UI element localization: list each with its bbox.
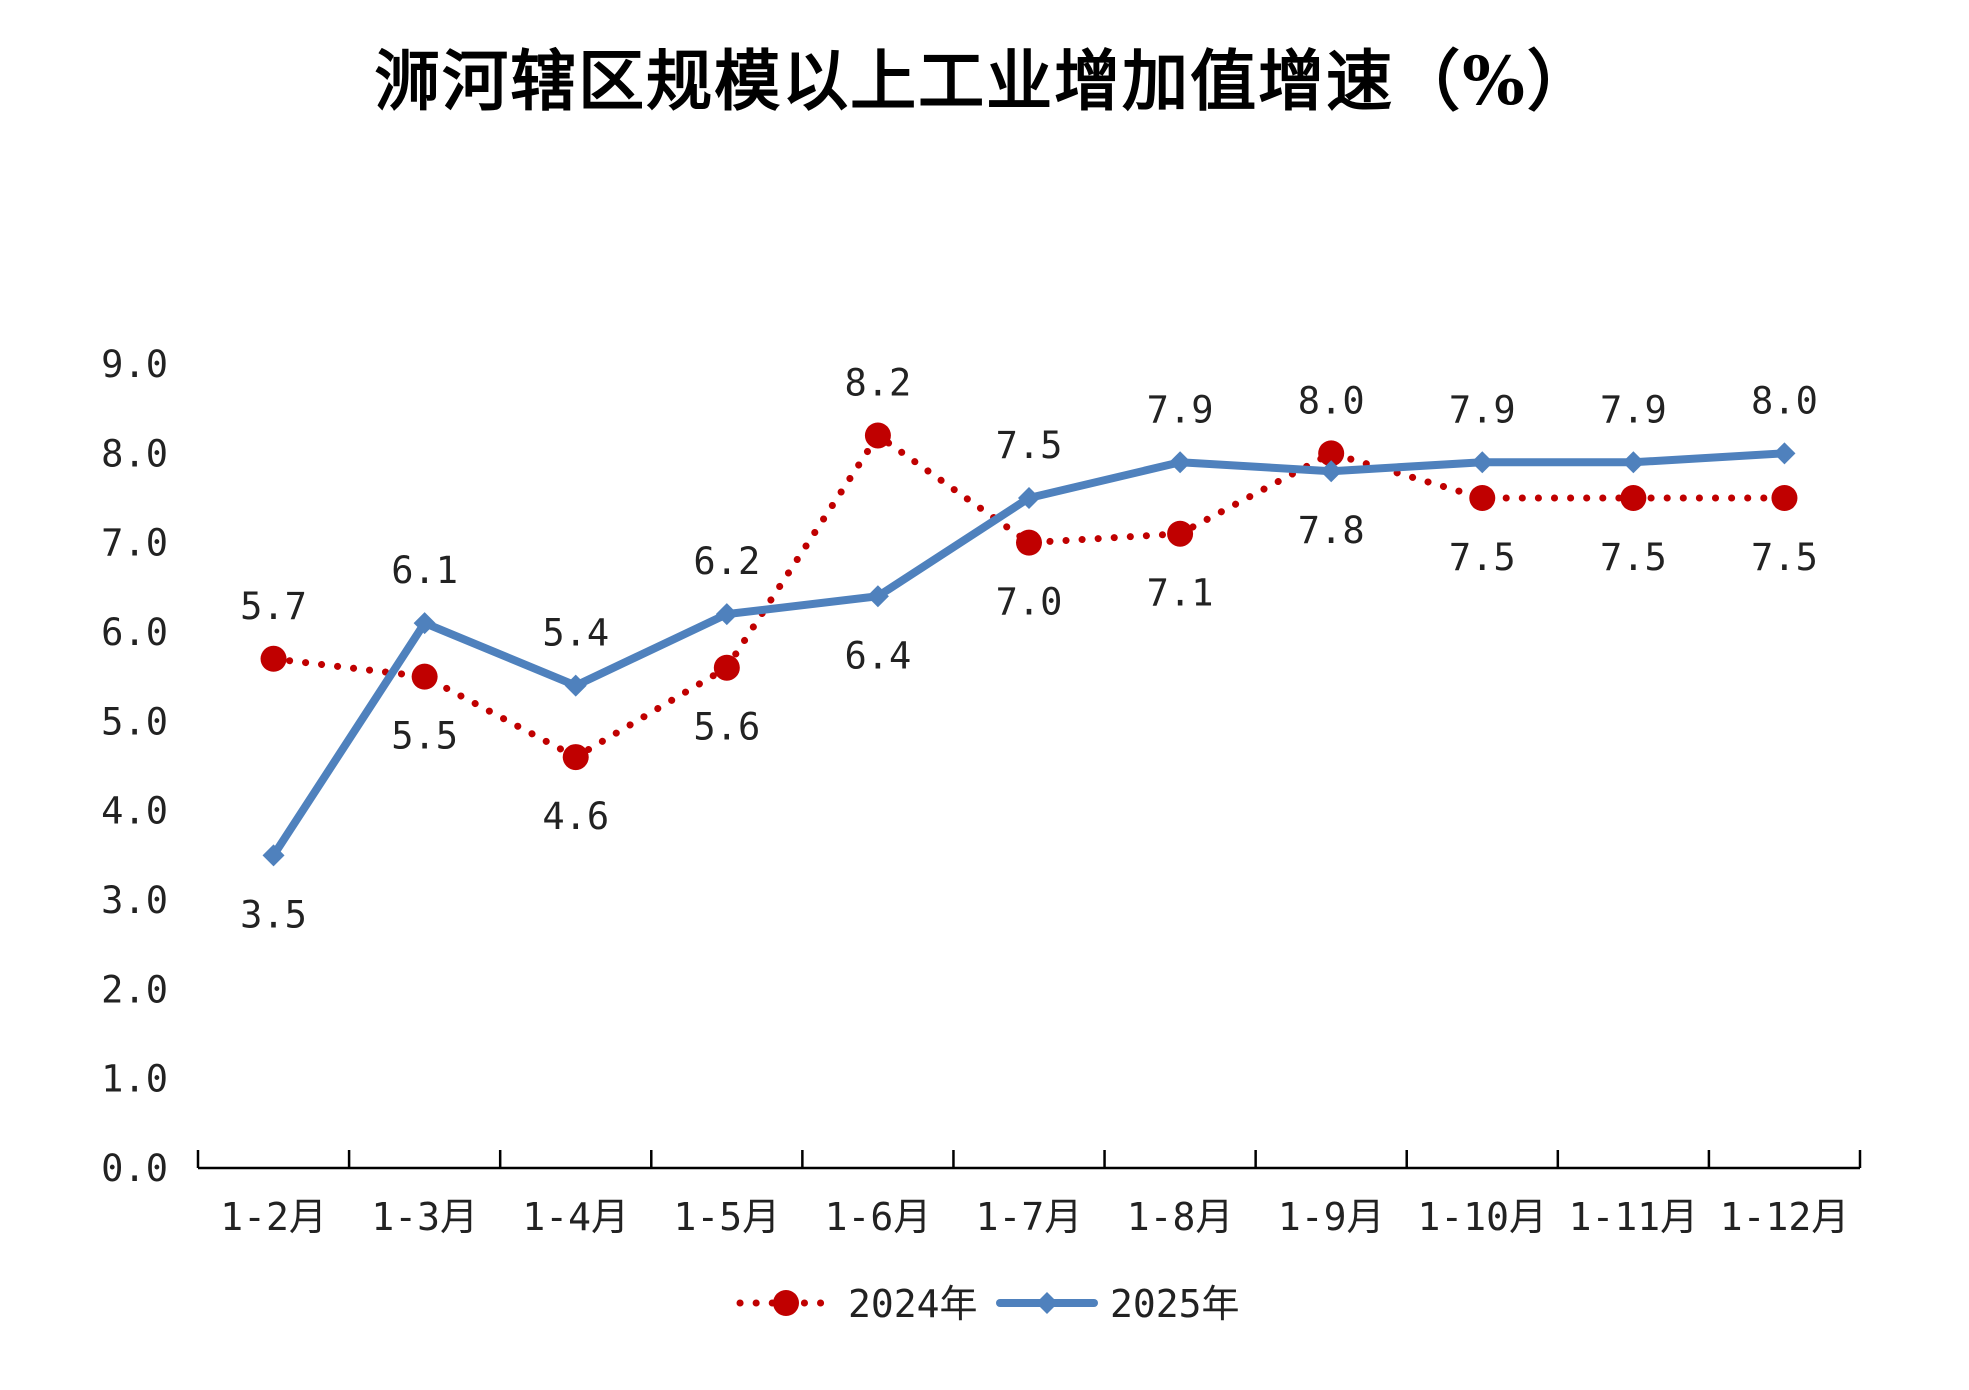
y-tick-label: 2.0 [101, 968, 168, 1011]
data-point-diamond [1169, 451, 1192, 474]
data-label: 7.9 [1449, 388, 1516, 431]
data-label: 7.5 [996, 424, 1063, 467]
data-label: 8.0 [1298, 379, 1365, 422]
data-label: 6.2 [693, 540, 760, 583]
data-point-circle [260, 645, 287, 672]
legend-swatch-marker [773, 1290, 799, 1316]
data-point-diamond [866, 585, 889, 608]
x-axis [196, 1150, 1862, 1170]
x-category-label: 1-11月 [1569, 1195, 1699, 1239]
x-category-label: 1-2月 [220, 1195, 327, 1239]
data-point-circle [411, 663, 438, 690]
data-point-circle [1318, 440, 1345, 467]
data-point-circle [1167, 520, 1194, 547]
data-point-circle [562, 744, 589, 771]
data-label: 7.1 [1147, 572, 1214, 615]
data-point-circle [864, 422, 891, 449]
x-category-label: 1-5月 [673, 1195, 780, 1239]
data-label: 6.1 [391, 549, 458, 592]
data-point-circle [713, 654, 740, 681]
x-category-label: 1-7月 [976, 1195, 1083, 1239]
data-label: 5.4 [542, 612, 609, 655]
data-point-diamond [262, 844, 285, 867]
data-label: 5.5 [391, 715, 458, 758]
data-label: 7.9 [1600, 388, 1667, 431]
data-label: 4.6 [542, 795, 609, 838]
y-tick-label: 3.0 [101, 879, 168, 922]
y-axis-tick-labels: 0.0 1.0 2.0 3.0 4.0 5.0 6.0 7.0 8.0 9.0 [101, 343, 168, 1190]
y-tick-label: 5.0 [101, 700, 168, 743]
y-tick-label: 7.0 [101, 522, 168, 565]
data-label: 7.5 [1600, 536, 1667, 579]
data-label: 7.8 [1298, 509, 1365, 552]
legend-label: 2024年 [848, 1282, 978, 1326]
data-point-circle [1620, 485, 1647, 511]
data-point-diamond [1320, 460, 1343, 483]
data-point-diamond [1471, 451, 1494, 474]
legend-label: 2025年 [1110, 1282, 1240, 1326]
y-tick-label: 8.0 [101, 432, 168, 475]
data-point-circle [1771, 485, 1798, 511]
x-category-label: 1-8月 [1127, 1195, 1234, 1239]
data-label: 3.5 [240, 893, 307, 936]
x-axis-category-labels: 1-2月 1-3月 1-4月 1-5月 1-6月 1-7月 1-8月 1-9月 1-10月 1-1… [220, 1195, 1849, 1239]
legend: 2024年 2025年 [736, 1282, 1240, 1326]
data-label: 8.0 [1751, 379, 1818, 422]
data-label: 8.2 [844, 361, 911, 404]
chart-title: 浉河辖区规模以上工业增加值增速（%） [374, 42, 1595, 120]
data-label: 7.5 [1751, 536, 1818, 579]
data-point-diamond [564, 674, 587, 697]
x-category-label: 1-12月 [1720, 1195, 1850, 1239]
data-label: 5.6 [693, 706, 760, 749]
data-point-diamond [1622, 451, 1645, 474]
data-label: 7.0 [996, 581, 1063, 624]
x-category-label: 1-6月 [825, 1195, 932, 1239]
data-point-diamond [413, 612, 436, 635]
data-label: 7.9 [1147, 388, 1214, 431]
y-tick-label: 6.0 [101, 611, 168, 654]
legend-swatch-marker [1036, 1292, 1058, 1314]
y-tick-label: 4.0 [101, 790, 168, 833]
y-tick-label: 0.0 [101, 1147, 168, 1190]
data-point-diamond [1773, 442, 1796, 465]
x-category-label: 1-4月 [522, 1195, 629, 1239]
data-point-diamond [715, 603, 738, 626]
data-point-diamond [1018, 487, 1040, 509]
data-label: 5.7 [240, 585, 307, 628]
y-tick-label: 1.0 [101, 1058, 168, 1101]
x-category-label: 1-3月 [371, 1195, 478, 1239]
series-line-b [269, 449, 1789, 860]
data-label: 7.5 [1449, 536, 1516, 579]
data-label: 6.4 [844, 634, 911, 677]
x-category-label: 1-9月 [1278, 1195, 1385, 1239]
data-point-circle [1469, 485, 1496, 511]
y-tick-label: 9.0 [101, 343, 168, 386]
x-category-label: 1-10月 [1418, 1195, 1548, 1239]
data-point-circle [1016, 529, 1042, 556]
data-labels: 5.7 3.5 5.5 6.1 4.6 5.4 5.6 6.2 8.2 6.4 7.0 7.5 7.1 7… [240, 361, 1818, 936]
plot-series [260, 422, 1798, 867]
